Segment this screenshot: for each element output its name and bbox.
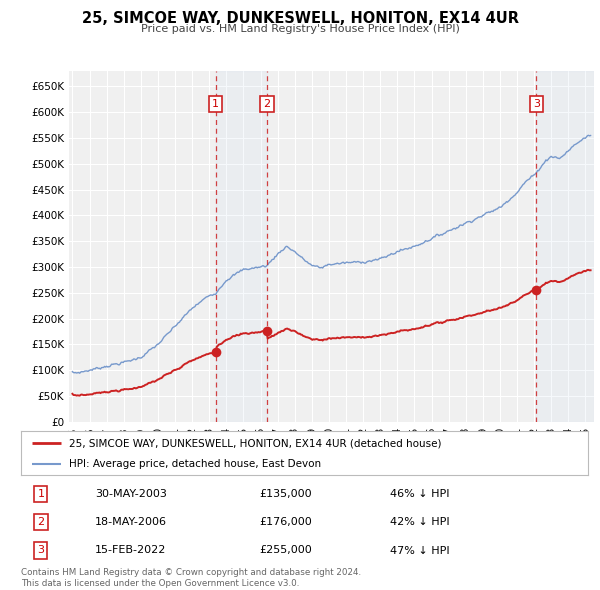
Text: £176,000: £176,000 [259, 517, 312, 527]
Text: 3: 3 [533, 99, 539, 109]
Text: 25, SIMCOE WAY, DUNKESWELL, HONITON, EX14 4UR: 25, SIMCOE WAY, DUNKESWELL, HONITON, EX1… [82, 11, 518, 25]
Bar [536, 71, 594, 422]
Text: Contains HM Land Registry data © Crown copyright and database right 2024.
This d: Contains HM Land Registry data © Crown c… [21, 568, 361, 588]
Text: HPI: Average price, detached house, East Devon: HPI: Average price, detached house, East… [69, 459, 322, 469]
Text: 15-FEB-2022: 15-FEB-2022 [95, 546, 166, 555]
Text: £255,000: £255,000 [259, 546, 312, 555]
Text: 18-MAY-2006: 18-MAY-2006 [95, 517, 167, 527]
Text: 46% ↓ HPI: 46% ↓ HPI [389, 489, 449, 499]
Text: 42% ↓ HPI: 42% ↓ HPI [389, 517, 449, 527]
Text: 2: 2 [263, 99, 271, 109]
Text: 25, SIMCOE WAY, DUNKESWELL, HONITON, EX14 4UR (detached house): 25, SIMCOE WAY, DUNKESWELL, HONITON, EX1… [69, 438, 442, 448]
Text: 1: 1 [37, 489, 44, 499]
Text: 3: 3 [37, 546, 44, 555]
Text: Price paid vs. HM Land Registry's House Price Index (HPI): Price paid vs. HM Land Registry's House … [140, 24, 460, 34]
Bar [216, 71, 267, 422]
Text: 47% ↓ HPI: 47% ↓ HPI [389, 546, 449, 555]
Text: £135,000: £135,000 [259, 489, 312, 499]
Text: 2: 2 [37, 517, 44, 527]
Text: 30-MAY-2003: 30-MAY-2003 [95, 489, 167, 499]
Text: 1: 1 [212, 99, 219, 109]
